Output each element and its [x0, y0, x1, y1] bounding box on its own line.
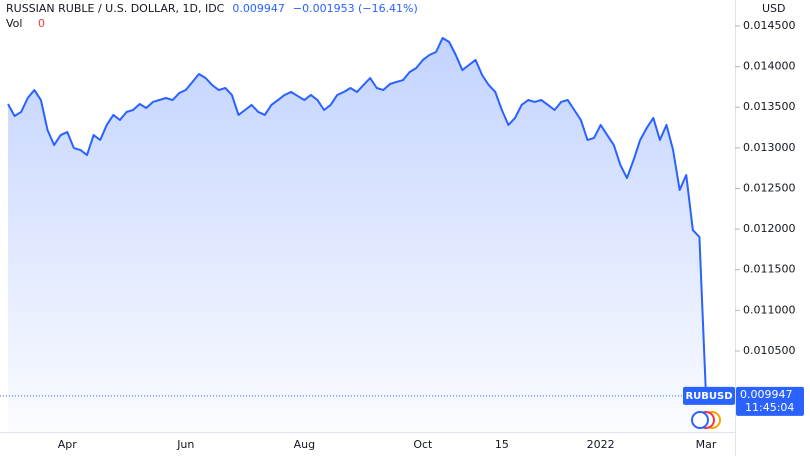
volume-label: Vol	[6, 17, 22, 30]
x-tick-label: Oct	[413, 438, 433, 451]
x-tick-label: Jun	[176, 438, 194, 451]
last-price: 0.009947	[232, 2, 285, 15]
y-tick-label: 0.013500	[743, 100, 796, 113]
price-tag-time: 11:45:04	[745, 401, 794, 414]
y-tick-label: 0.013000	[743, 141, 796, 154]
y-tick-label: 0.014500	[743, 19, 796, 32]
area-fill	[8, 38, 706, 433]
price-line	[7, 37, 707, 396]
x-tick-label: 2022	[587, 438, 615, 451]
y-tick-label: 0.014000	[743, 60, 796, 73]
x-tick-label: Aug	[294, 438, 315, 451]
x-tick-label: 15	[495, 438, 509, 451]
y-tick-label: 0.011500	[743, 263, 796, 276]
price-tag	[736, 386, 804, 416]
y-axis-label: USD	[762, 2, 786, 15]
price-tag-value: 0.009947	[740, 388, 793, 401]
symbol-tag	[683, 386, 735, 405]
x-tick-label: Apr	[58, 438, 78, 451]
chart-title: RUSSIAN RUBLE / U.S. DOLLAR, 1D, IDC	[6, 2, 225, 15]
symbol-tag-label: RUBUSD	[685, 391, 732, 402]
plot-area	[7, 37, 707, 433]
y-tick-label: 0.012000	[743, 222, 796, 235]
y-tick-label: 0.012500	[743, 181, 796, 194]
price-change: −0.001953 (−16.41%)	[293, 2, 418, 15]
volume-value: 0	[38, 17, 45, 30]
y-tick-label: 0.010500	[743, 344, 796, 357]
x-tick-label: Mar	[696, 438, 717, 451]
event-icon	[691, 411, 709, 429]
y-tick-label: 0.011000	[743, 303, 796, 316]
